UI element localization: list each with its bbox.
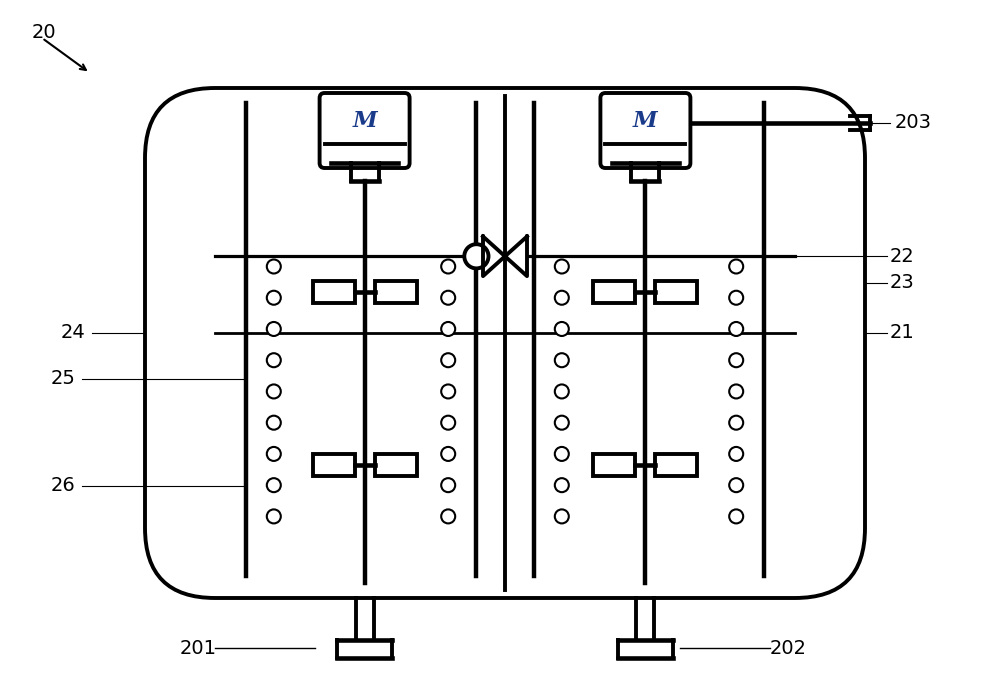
Circle shape [441,291,455,305]
Circle shape [729,478,743,492]
Circle shape [267,509,281,523]
Circle shape [555,478,569,492]
Circle shape [441,385,455,398]
Circle shape [729,385,743,398]
Circle shape [267,385,281,398]
Text: 25: 25 [50,369,75,388]
Circle shape [464,244,488,268]
Circle shape [729,509,743,523]
Bar [375,281,417,303]
Circle shape [267,322,281,336]
FancyBboxPatch shape [320,93,410,168]
Circle shape [267,416,281,430]
Bar [593,455,635,476]
Text: 20: 20 [32,24,57,42]
Circle shape [729,416,743,430]
Bar [313,455,355,476]
Circle shape [729,353,743,367]
Bar [593,281,635,303]
Text: 23: 23 [890,273,915,292]
Circle shape [555,322,569,336]
Circle shape [555,353,569,367]
Text: 26: 26 [50,476,75,495]
Bar [375,455,417,476]
Circle shape [441,509,455,523]
Text: 203: 203 [895,114,932,132]
Circle shape [441,259,455,274]
Circle shape [729,447,743,461]
Text: 21: 21 [890,324,915,342]
Text: 24: 24 [60,324,85,342]
Circle shape [555,259,569,274]
Text: 202: 202 [770,638,807,658]
Circle shape [267,447,281,461]
Circle shape [729,291,743,305]
Bar [313,281,355,303]
Circle shape [267,291,281,305]
Bar [655,455,697,476]
Circle shape [555,447,569,461]
Circle shape [441,416,455,430]
Circle shape [555,509,569,523]
Circle shape [267,478,281,492]
Text: M: M [352,109,377,132]
Text: M: M [633,109,658,132]
Bar [655,281,697,303]
Polygon shape [505,236,527,276]
Circle shape [555,385,569,398]
FancyBboxPatch shape [145,88,865,598]
Circle shape [267,259,281,274]
Circle shape [267,353,281,367]
Circle shape [729,259,743,274]
Circle shape [441,322,455,336]
Text: 22: 22 [890,247,915,266]
Text: 201: 201 [180,638,217,658]
Polygon shape [483,236,505,276]
Circle shape [441,353,455,367]
Circle shape [729,322,743,336]
Circle shape [441,447,455,461]
Circle shape [555,291,569,305]
FancyBboxPatch shape [600,93,690,168]
Circle shape [441,478,455,492]
Circle shape [555,416,569,430]
